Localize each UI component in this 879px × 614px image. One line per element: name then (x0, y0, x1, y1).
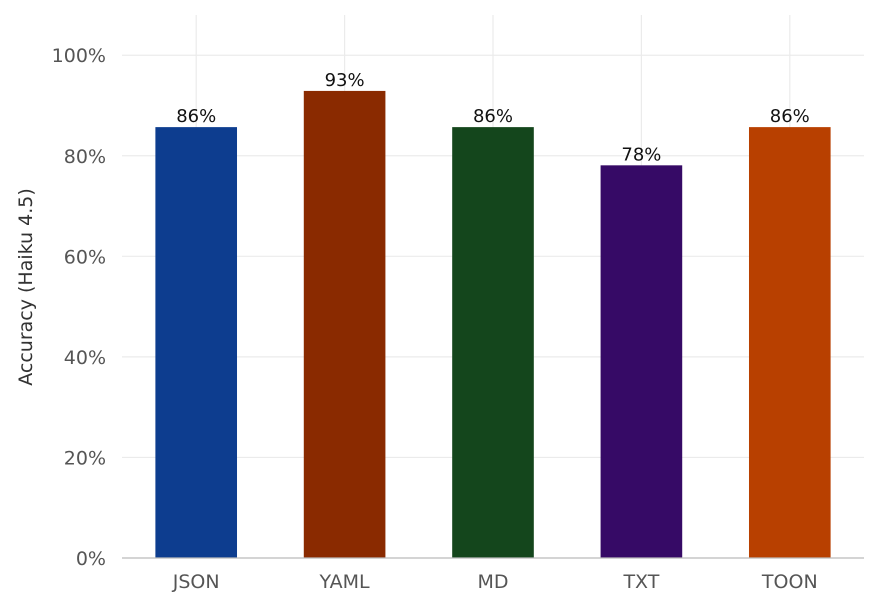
data-label: 86% (176, 106, 216, 127)
x-tick-label: YAML (319, 571, 371, 593)
data-labels: 86% 93% 86% 78% 86% (176, 70, 810, 165)
x-tick-label: TOON (761, 571, 818, 593)
x-axis: JSON YAML MD TXT TOON (122, 557, 864, 593)
x-tick-label: JSON (172, 571, 220, 593)
y-tick-label: 0% (76, 548, 106, 570)
y-axis: 0% 20% 40% 60% 80% 100% (52, 45, 106, 570)
x-tick-label: TXT (622, 571, 659, 593)
data-label: 78% (621, 144, 661, 165)
y-tick-label: 60% (64, 246, 106, 268)
bar-yaml (303, 90, 386, 559)
bar-md (452, 127, 534, 558)
data-label: 86% (770, 106, 810, 127)
y-tick-label: 100% (52, 45, 106, 67)
data-label: 93% (325, 70, 365, 91)
bar-json (155, 127, 238, 558)
bar-txt (600, 165, 683, 558)
y-tick-label: 20% (64, 447, 106, 469)
y-tick-label: 40% (64, 347, 106, 369)
bar-toon (748, 127, 831, 558)
y-axis-label: Accuracy (Haiku 4.5) (15, 188, 37, 386)
x-tick-label: MD (477, 571, 508, 593)
y-tick-label: 80% (64, 146, 106, 168)
data-label: 86% (473, 106, 513, 127)
bars (155, 90, 831, 559)
